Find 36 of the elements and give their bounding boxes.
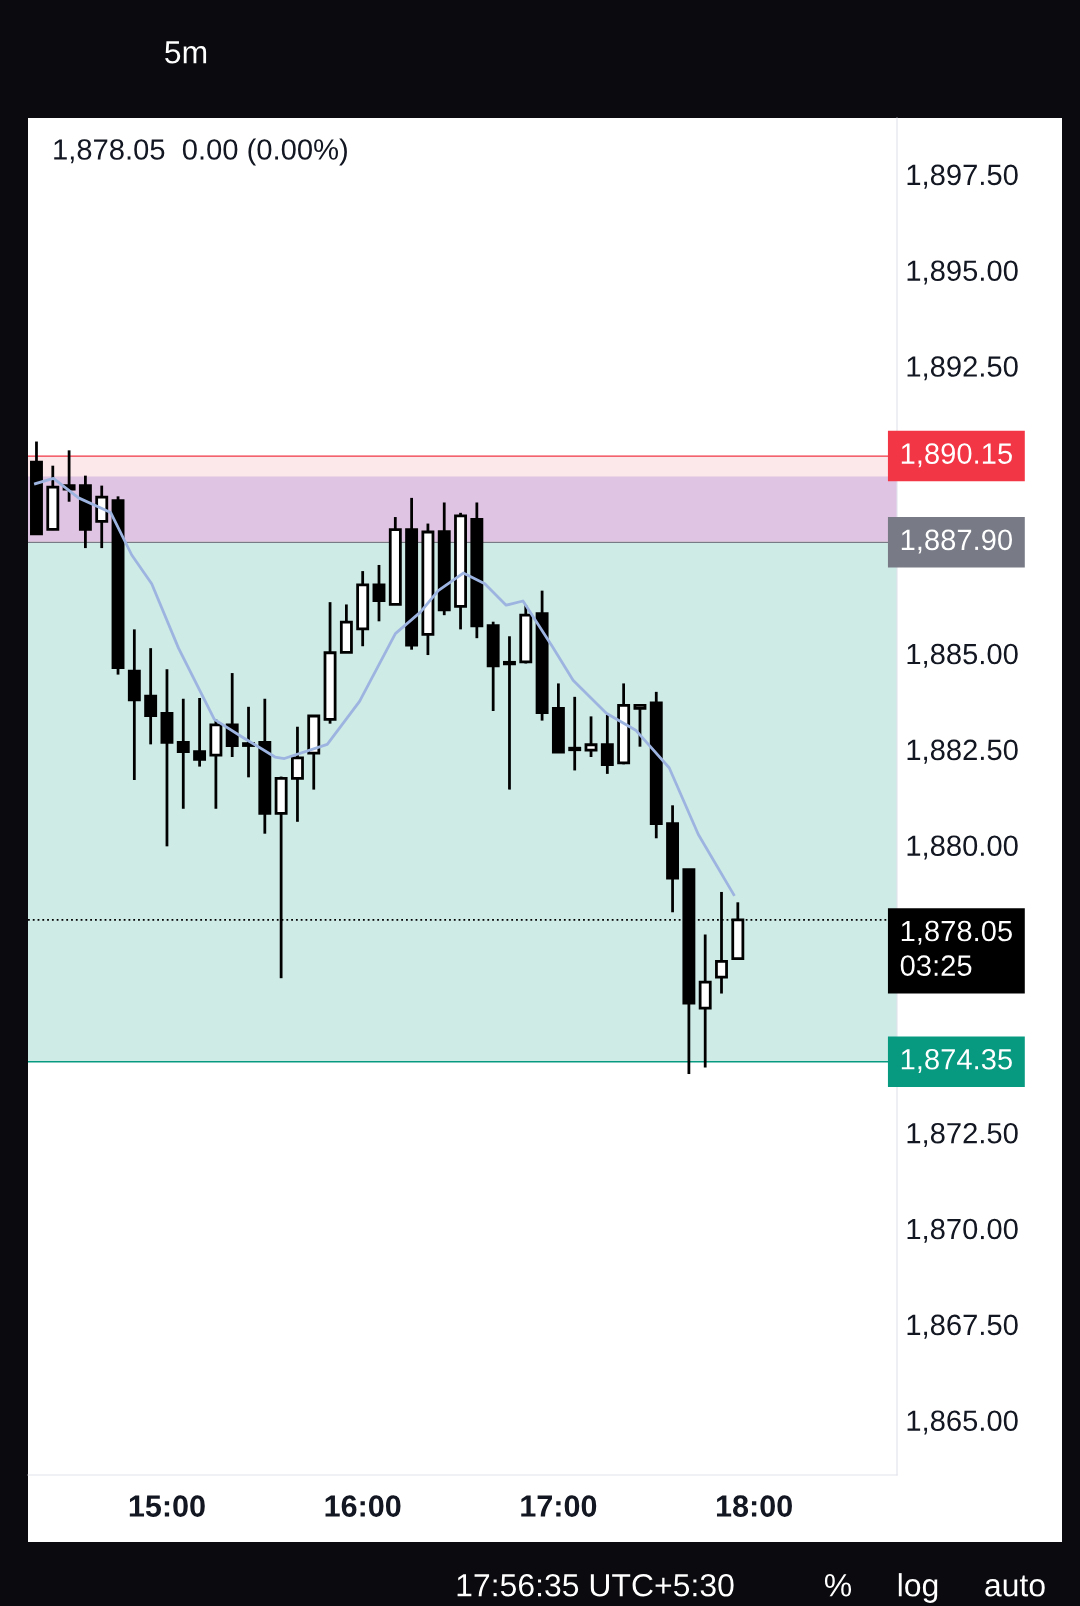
text: log: [898, 1573, 938, 1603]
y-tick-label: 1,865.00: [907, 1410, 1018, 1435]
y-tick-label: 1,892.50: [907, 356, 1018, 381]
y-tick-label: 1,872.50: [907, 1122, 1018, 1147]
candlestick: [568, 695, 582, 772]
ref-line-label: 1,874.35: [901, 1048, 1012, 1074]
y-tick-label: 1,897.50: [907, 164, 1018, 189]
annotation: 1,878.05 0.00 (0.00%): [54, 138, 347, 166]
y-tick-label: 1,885.00: [907, 643, 1018, 668]
y-tick-label: 1,870.00: [907, 1218, 1018, 1243]
x-tick-label: 15:00: [129, 1495, 205, 1517]
y-tick-label: 1,867.50: [907, 1314, 1018, 1339]
candlestick: [503, 634, 516, 791]
text: %: [824, 1574, 852, 1597]
x-tick-label: 16:00: [325, 1495, 401, 1517]
candlestick: [584, 714, 598, 759]
text: 17:56:35 UTC+5:30: [457, 1573, 734, 1597]
ref-line-label: 1,878.05 03:25: [900, 920, 1012, 976]
y-tick-label: 1,880.00: [907, 835, 1018, 860]
text: 5m: [165, 41, 207, 64]
candlestick: [144, 646, 158, 746]
candlestick: [372, 563, 386, 623]
candlestick: [242, 705, 255, 779]
text: auto: [985, 1575, 1045, 1597]
y-tick-label: 1,882.50: [907, 739, 1018, 764]
line-series: [34, 476, 736, 897]
candlestick: [225, 671, 239, 759]
ref-line-label: 1,890.15: [901, 443, 1012, 468]
x-tick-label: 18:00: [716, 1495, 792, 1517]
y-tick-label: 1,895.00: [907, 260, 1018, 285]
candlestick: [193, 696, 207, 768]
x-tick-label: 17:00: [521, 1495, 597, 1517]
ref-line-label: 1,887.90: [901, 529, 1012, 554]
candlestick: [176, 697, 190, 811]
candlestick: [600, 713, 614, 776]
candlestick: [291, 725, 304, 824]
